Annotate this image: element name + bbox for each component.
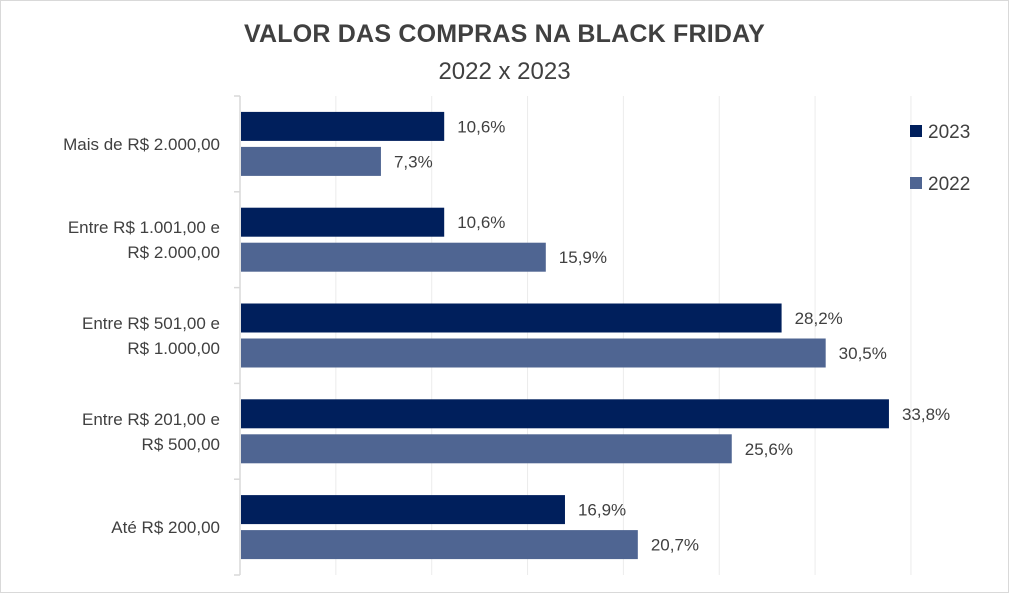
bar-2022 (241, 434, 732, 464)
chart-title: VALOR DAS COMPRAS NA BLACK FRIDAY (244, 20, 765, 48)
data-label: 33,8% (902, 405, 950, 424)
data-label: 16,9% (578, 501, 626, 520)
category-axis: Mais de R$ 2.000,00 Entre R$ 1.001,00 e R$… (63, 95, 241, 576)
bar-2023 (241, 399, 889, 429)
data-label: 28,2% (795, 309, 843, 328)
bar-2023 (241, 111, 445, 141)
data-label: 15,9% (559, 248, 607, 267)
data-label: 20,7% (651, 536, 699, 555)
legend-label: 2022 (928, 174, 970, 195)
legend-swatch (910, 177, 922, 189)
category-label: Entre R$ 1.001,00 e R$ 2.000,00 (68, 218, 220, 262)
bar-2022 (241, 530, 638, 560)
category-label: Entre R$ 501,00 e R$ 1.000,00 (82, 314, 220, 358)
bar-2022 (241, 242, 546, 272)
data-label: 30,5% (839, 344, 887, 363)
chart-subtitle: 2022 x 2023 (438, 58, 571, 85)
bar-2022 (241, 146, 381, 176)
data-label: 7,3% (394, 152, 433, 171)
legend-swatch (910, 125, 922, 137)
category-label: Mais de R$ 2.000,00 (63, 135, 220, 154)
category-label: Até R$ 200,00 (111, 518, 220, 537)
bars (241, 111, 889, 560)
data-labels: 10,6% 7,3% 10,6% 15,9% 28,2% 30,5% 33,8% 25,6% 1… (394, 117, 950, 554)
data-label: 10,6% (457, 117, 505, 136)
bar-2023 (241, 495, 565, 525)
data-label: 25,6% (745, 440, 793, 459)
bar-2023 (241, 303, 782, 333)
bar-2023 (241, 207, 445, 237)
bar-2022 (241, 338, 826, 368)
legend-label: 2023 (928, 122, 970, 143)
category-label: Entre R$ 201,00 e R$ 500,00 (82, 410, 220, 454)
legend: 2023 2022 (910, 122, 970, 195)
data-label: 10,6% (457, 213, 505, 232)
